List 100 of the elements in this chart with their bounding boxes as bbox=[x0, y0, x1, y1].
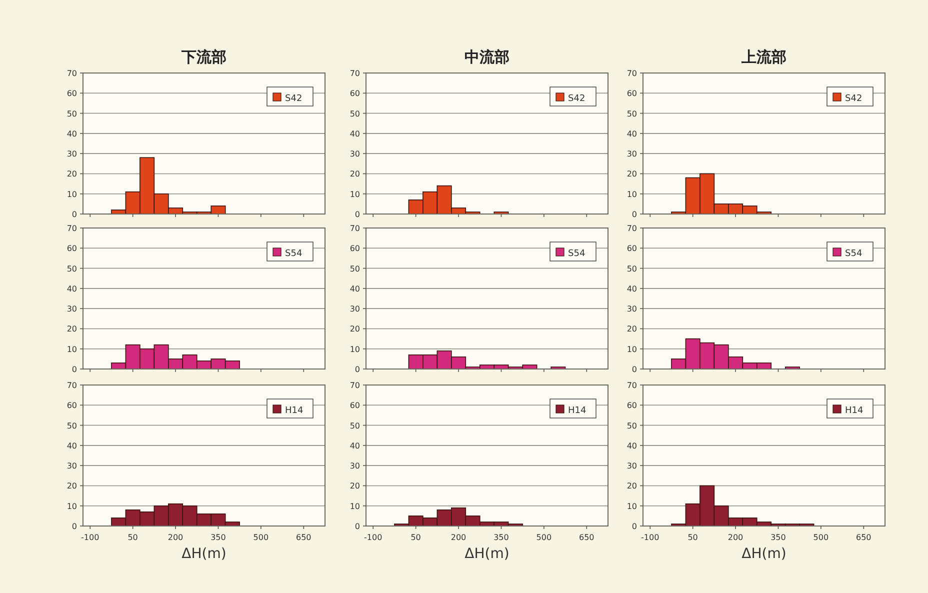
y-tick-label: 0 bbox=[354, 522, 360, 531]
y-tick-label: 20 bbox=[626, 482, 637, 491]
y-tick-label: 30 bbox=[626, 462, 637, 471]
y-tick-label: 40 bbox=[66, 441, 77, 450]
y-tick-label: 20 bbox=[626, 324, 637, 334]
x-tick-label: 500 bbox=[813, 533, 829, 542]
y-tick-label: 30 bbox=[350, 462, 360, 471]
y-tick-label: 40 bbox=[350, 284, 360, 294]
y-tick-label: 40 bbox=[66, 284, 77, 294]
y-tick-label: 40 bbox=[350, 129, 360, 138]
y-tick-label: 40 bbox=[626, 441, 637, 450]
y-tick-label: 10 bbox=[350, 190, 360, 199]
y-tick-label: 50 bbox=[626, 421, 637, 430]
y-tick-label: 20 bbox=[66, 482, 77, 491]
y-tick-label: 10 bbox=[626, 502, 637, 511]
x-tick-label: 350 bbox=[770, 533, 786, 542]
y-tick-label: 60 bbox=[350, 89, 360, 98]
x-tick-label: 50 bbox=[128, 533, 138, 542]
y-tick-label: 0 bbox=[72, 522, 77, 531]
y-tick-label: 60 bbox=[626, 244, 637, 254]
x-tick-label: 50 bbox=[688, 533, 698, 542]
y-tick-label: 30 bbox=[350, 304, 360, 314]
y-tick-label: 60 bbox=[350, 401, 360, 410]
y-tick-label: 50 bbox=[66, 264, 77, 274]
x-tick-label: 200 bbox=[168, 533, 184, 542]
y-tick-label: 0 bbox=[632, 210, 637, 219]
y-tick-label: 30 bbox=[66, 304, 77, 314]
y-tick-label: 70 bbox=[626, 381, 637, 390]
y-tick-label: 70 bbox=[66, 69, 77, 78]
y-tick-label: 0 bbox=[72, 365, 77, 374]
x-tick-label: 650 bbox=[856, 533, 872, 542]
y-tick-label: 30 bbox=[66, 150, 77, 159]
y-tick-label: 70 bbox=[350, 224, 360, 233]
chart-title: 中流部 bbox=[464, 48, 510, 66]
y-tick-label: 10 bbox=[626, 190, 637, 199]
y-tick-label: 0 bbox=[354, 365, 360, 374]
chart-title: 下流部 bbox=[180, 48, 226, 66]
x-axis-title: ΔH(m) bbox=[742, 546, 786, 562]
x-tick-label: 200 bbox=[728, 533, 744, 542]
y-tick-label: 70 bbox=[626, 69, 637, 78]
legend-label: H14 bbox=[568, 406, 586, 416]
x-tick-label: 650 bbox=[579, 533, 594, 542]
y-tick-label: 50 bbox=[626, 264, 637, 274]
y-tick-label: 50 bbox=[626, 109, 637, 118]
y-tick-label: 20 bbox=[350, 170, 360, 179]
x-tick-label: -100 bbox=[81, 533, 100, 542]
y-tick-label: 0 bbox=[72, 210, 77, 219]
legend-label: S54 bbox=[845, 249, 862, 259]
y-tick-label: 20 bbox=[626, 170, 637, 179]
y-tick-label: 70 bbox=[350, 381, 360, 390]
x-tick-label: 350 bbox=[494, 533, 509, 542]
y-tick-label: 20 bbox=[66, 324, 77, 334]
y-tick-label: 70 bbox=[626, 224, 637, 233]
y-tick-label: 50 bbox=[350, 421, 360, 430]
y-tick-label: 50 bbox=[350, 109, 360, 118]
legend-label: S42 bbox=[285, 94, 302, 104]
y-tick-label: 30 bbox=[626, 304, 637, 314]
x-tick-label: 50 bbox=[410, 533, 421, 542]
legend-label: S54 bbox=[285, 249, 302, 259]
y-tick-label: 70 bbox=[350, 69, 360, 78]
y-tick-label: 40 bbox=[66, 129, 77, 138]
y-tick-label: 10 bbox=[350, 344, 360, 354]
legend-label: S42 bbox=[845, 94, 862, 104]
y-tick-label: 0 bbox=[632, 365, 637, 374]
y-tick-label: 50 bbox=[66, 421, 77, 430]
y-tick-label: 20 bbox=[350, 482, 360, 491]
y-tick-label: 60 bbox=[350, 244, 360, 254]
y-tick-label: 70 bbox=[66, 224, 77, 233]
y-tick-label: 40 bbox=[350, 441, 360, 450]
y-tick-label: 50 bbox=[350, 264, 360, 274]
y-tick-label: 60 bbox=[66, 401, 77, 410]
y-tick-label: 60 bbox=[626, 401, 637, 410]
legend-label: S42 bbox=[568, 94, 586, 104]
y-tick-label: 40 bbox=[626, 129, 637, 138]
y-tick-label: 40 bbox=[626, 284, 637, 294]
legend-label: H14 bbox=[845, 406, 864, 416]
x-tick-label: 500 bbox=[253, 533, 269, 542]
y-tick-label: 60 bbox=[66, 244, 77, 254]
y-tick-label: 50 bbox=[66, 109, 77, 118]
y-tick-label: 30 bbox=[626, 150, 637, 159]
y-tick-label: 10 bbox=[66, 502, 77, 511]
x-tick-label: -100 bbox=[641, 533, 660, 542]
x-tick-label: 350 bbox=[210, 533, 226, 542]
x-tick-label: 200 bbox=[450, 533, 466, 542]
y-tick-label: 20 bbox=[350, 324, 360, 334]
y-tick-label: 10 bbox=[66, 190, 77, 199]
y-tick-label: 70 bbox=[66, 381, 77, 390]
y-tick-label: 20 bbox=[66, 170, 77, 179]
legend-label: S54 bbox=[568, 249, 586, 259]
x-tick-label: -100 bbox=[364, 533, 382, 542]
y-tick-label: 0 bbox=[632, 522, 637, 531]
y-tick-label: 30 bbox=[350, 150, 360, 159]
y-tick-label: 10 bbox=[626, 344, 637, 354]
chart-title: 上流部 bbox=[740, 48, 786, 66]
y-tick-label: 60 bbox=[66, 89, 77, 98]
y-tick-label: 0 bbox=[354, 210, 360, 219]
y-tick-label: 30 bbox=[66, 462, 77, 471]
x-axis-title: ΔH(m) bbox=[464, 546, 510, 562]
y-tick-label: 10 bbox=[66, 344, 77, 354]
y-tick-label: 60 bbox=[626, 89, 637, 98]
